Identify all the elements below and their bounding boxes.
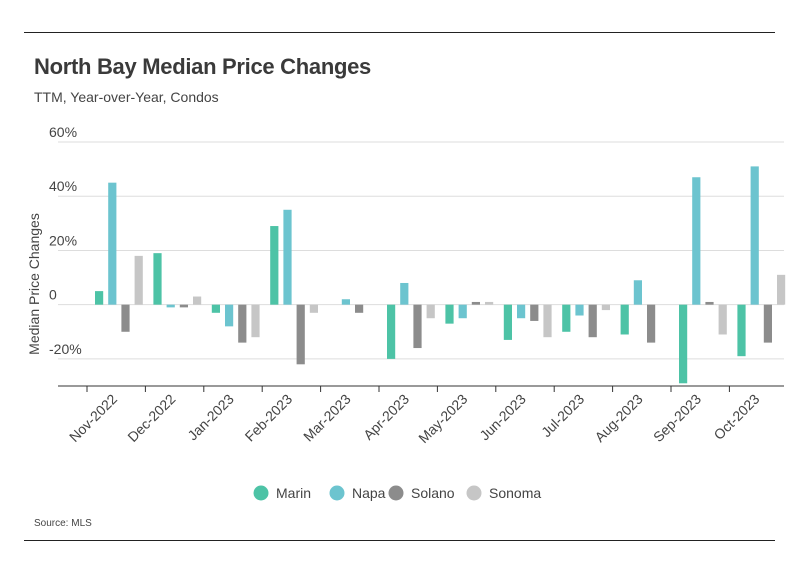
x-tick-label: Feb-2023 xyxy=(242,391,296,445)
bar-sonoma xyxy=(601,304,610,311)
x-tick-label: May-2023 xyxy=(415,391,470,446)
bar-napa xyxy=(692,177,701,305)
x-tick-label: Aug-2023 xyxy=(591,391,645,445)
legend-label-sonoma: Sonoma xyxy=(489,485,541,501)
bar-solano xyxy=(705,301,714,305)
chart-title: North Bay Median Price Changes xyxy=(34,54,371,79)
bar-napa xyxy=(283,209,292,305)
bottom-rule xyxy=(24,540,775,541)
y-tick-label: 20% xyxy=(49,232,77,248)
bar-napa xyxy=(166,304,175,308)
chart-subtitle: TTM, Year-over-Year, Condos xyxy=(34,89,219,105)
y-tick-label: 40% xyxy=(49,178,77,194)
bar-marin xyxy=(387,304,396,359)
y-tick-label: 0 xyxy=(49,287,57,303)
bar-napa xyxy=(341,299,350,305)
bar-marin xyxy=(95,291,104,305)
y-axis-label: Median Price Changes xyxy=(26,213,42,355)
legend-swatch-marin xyxy=(253,485,269,501)
x-tick-label: Mar-2023 xyxy=(300,391,354,445)
bar-solano xyxy=(763,304,772,343)
bar-sonoma xyxy=(777,274,786,305)
bar-sonoma xyxy=(309,304,318,313)
bar-sonoma xyxy=(193,296,202,305)
x-tick-label: Oct-2023 xyxy=(710,391,762,443)
bar-solano xyxy=(121,304,130,332)
source-note: Source: MLS xyxy=(34,518,92,529)
bar-marin xyxy=(620,304,629,335)
x-tick-label: Jul-2023 xyxy=(538,391,587,440)
bar-sonoma xyxy=(718,304,727,335)
bar-napa xyxy=(633,280,642,305)
bar-solano xyxy=(238,304,247,343)
legend-label-marin: Marin xyxy=(276,485,311,501)
bar-marin xyxy=(445,304,454,324)
bar-sonoma xyxy=(134,255,143,305)
bar-marin xyxy=(211,304,220,313)
bar-solano xyxy=(588,304,597,338)
bar-marin xyxy=(503,304,512,340)
legend-label-solano: Solano xyxy=(411,485,455,501)
bar-marin xyxy=(153,253,162,305)
bar-napa xyxy=(750,166,759,305)
x-tick-label: Sep-2023 xyxy=(650,391,704,445)
bar-marin xyxy=(679,304,688,384)
legend-label-napa: Napa xyxy=(352,485,386,501)
bar-napa xyxy=(517,304,526,319)
x-tick-label: Jun-2023 xyxy=(476,391,529,444)
bar-marin xyxy=(737,304,746,357)
bar-solano xyxy=(355,304,364,313)
bar-sonoma xyxy=(426,304,435,319)
bar-sonoma xyxy=(251,304,260,338)
bar-napa xyxy=(458,304,467,319)
bar-napa xyxy=(225,304,234,327)
bars xyxy=(95,166,786,384)
x-tick-label: Dec-2022 xyxy=(124,391,178,445)
x-tick-label: Jan-2023 xyxy=(184,391,237,444)
bar-napa xyxy=(575,304,584,316)
legend-swatch-napa xyxy=(329,485,345,501)
x-tick-label: Nov-2022 xyxy=(66,391,120,445)
x-tick-label: Apr-2023 xyxy=(360,391,412,443)
y-tick-label: -20% xyxy=(49,341,82,357)
bar-solano xyxy=(530,304,539,321)
top-rule xyxy=(24,32,775,33)
bar-marin xyxy=(270,226,279,305)
bar-solano xyxy=(413,304,422,349)
bar-solano xyxy=(296,304,305,365)
bar-sonoma xyxy=(543,304,552,338)
bar-solano xyxy=(647,304,656,343)
bar-napa xyxy=(400,282,409,305)
y-tick-label: 60% xyxy=(49,124,77,140)
bar-napa xyxy=(108,182,117,305)
legend-swatch-solano xyxy=(388,485,404,501)
bar-solano xyxy=(471,301,480,305)
legend: Marin Napa Solano Sonoma xyxy=(253,485,541,501)
bar-solano xyxy=(179,304,188,308)
bar-sonoma xyxy=(485,301,494,305)
legend-swatch-sonoma xyxy=(466,485,482,501)
bar-marin xyxy=(562,304,571,332)
